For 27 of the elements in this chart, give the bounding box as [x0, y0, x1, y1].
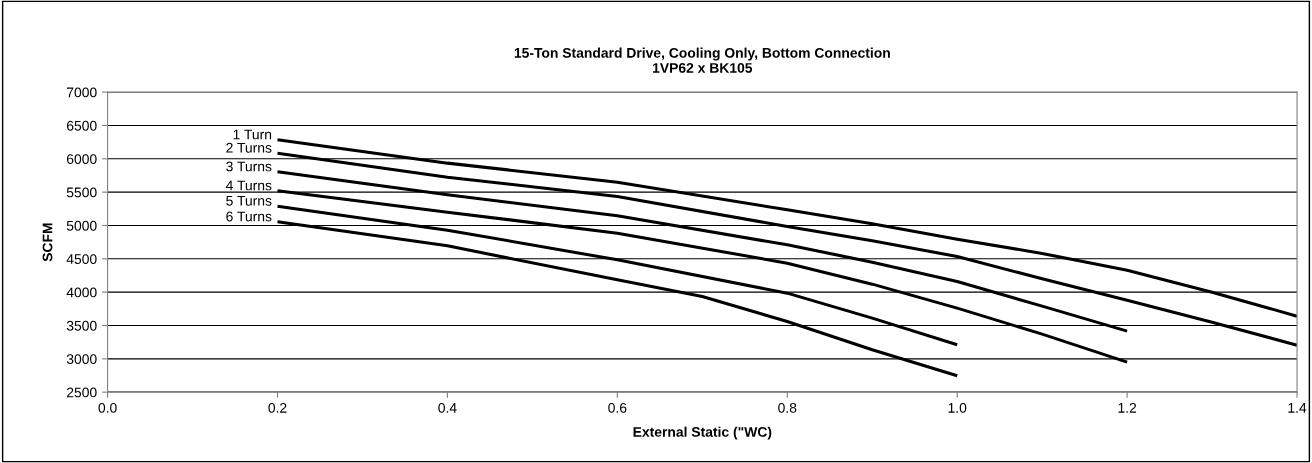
x-tick-label: 0.8	[778, 402, 797, 413]
series-label: 4 Turns	[225, 180, 272, 191]
y-tick-label: 5000	[66, 220, 97, 231]
y-tick-label: 2500	[66, 387, 97, 398]
y-tick-label: 5500	[66, 187, 97, 198]
y-axis-title: SCFM	[42, 223, 53, 262]
x-tick-label: 1.4	[1288, 403, 1307, 413]
y-tick-label: 7000	[66, 87, 97, 98]
x-tick-label: 0.6	[608, 402, 627, 413]
x-tick-label: 1.2	[1118, 402, 1137, 413]
y-tick-label: 4500	[66, 254, 97, 264]
x-tick-label: 1.0	[948, 402, 967, 413]
x-tick-label: 0.4	[438, 402, 457, 413]
series-label: 3 Turns	[226, 161, 272, 172]
x-axis-title: External Static ("WC)	[633, 426, 772, 440]
series-label: 6 Turns	[226, 211, 272, 222]
y-tick-label: 4000	[66, 287, 97, 298]
y-tick-label: 6500	[66, 120, 97, 131]
y-tick-label: 6000	[66, 154, 97, 164]
series-label: 2 Turns	[226, 142, 272, 153]
y-tick-label: 3000	[66, 354, 97, 364]
x-tick-label: 0.0	[98, 402, 117, 413]
series-label: 5 Turns	[226, 196, 272, 206]
series-label: 1 Turn	[233, 129, 272, 140]
y-tick-label: 3500	[66, 320, 97, 331]
x-tick-label: 0.2	[268, 402, 287, 413]
chart-title: 15-Ton Standard Drive, Cooling Only, Bottom Connection 1VP62 x BK105	[514, 47, 890, 73]
